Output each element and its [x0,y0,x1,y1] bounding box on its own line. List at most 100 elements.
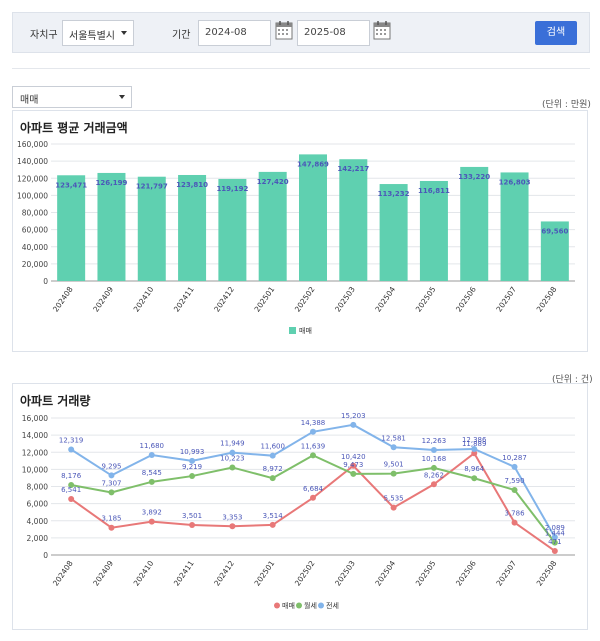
divider [12,68,590,69]
region-select[interactable]: 서울특별시 [62,20,134,46]
filter-bar: 자치구 서울특별시 기간 2024-08 2025-08 검색 [12,12,590,53]
data-point [148,478,155,485]
data-label: 126,803 [499,178,531,186]
data-label: 11,949 [220,440,245,448]
x-tick-label: 202501 [253,285,277,314]
data-point [350,462,357,469]
y-tick-label: 16,000 [22,414,48,423]
x-tick-label: 202408 [51,559,75,588]
transaction-type-select[interactable]: 매매 [12,86,132,108]
legend-swatch [289,327,296,334]
chevron-down-icon [119,95,125,99]
chevron-down-icon [121,31,127,35]
data-point [511,463,518,470]
x-tick-label: 202507 [494,285,518,314]
data-label: 119,192 [216,185,248,193]
y-tick-label: 8,000 [27,483,49,492]
region-label: 자치구 [30,30,58,41]
bar [419,180,448,281]
data-label: 3,353 [222,513,242,521]
bar [540,221,569,281]
start-date-input[interactable]: 2024-08 [198,20,271,46]
data-label: 1,444 [545,530,566,538]
calendar-icon[interactable] [275,20,293,40]
x-tick-label: 202412 [212,285,236,314]
data-label: 9,473 [343,461,363,469]
line-chart-title: 아파트 거래량 [20,394,91,408]
x-tick-label: 202410 [132,285,156,314]
x-tick-label: 202505 [414,285,438,314]
data-label: 127,420 [257,178,289,186]
x-tick-label: 202503 [333,559,357,588]
data-label: 123,471 [55,181,87,189]
data-label: 3,501 [182,512,202,520]
data-label: 14,388 [301,419,326,427]
bar [299,154,327,281]
data-point [189,522,196,529]
data-label: 471 [548,538,561,546]
y-tick-label: 6,000 [27,500,49,509]
y-tick-label: 4,000 [27,517,49,526]
y-tick-label: 160,000 [17,140,48,149]
data-point [551,547,558,554]
legend-marker [296,602,302,609]
data-point [148,451,155,458]
data-label: 12,263 [422,437,447,445]
data-point [269,521,276,528]
data-point [551,534,558,541]
data-label: 3,185 [101,515,121,523]
bar [218,178,247,281]
legend-marker [318,602,324,609]
y-tick-label: 40,000 [22,243,48,252]
data-label: 9,501 [384,461,404,469]
data-point [390,504,397,511]
data-point [471,450,478,457]
data-point [511,487,518,494]
data-point [511,519,518,526]
data-label: 121,797 [136,183,168,191]
legend-label: 매매 [299,327,312,335]
data-label: 142,217 [337,165,369,173]
x-tick-label: 202408 [51,285,75,314]
y-tick-label: 60,000 [22,226,48,235]
data-label: 8,964 [464,465,485,473]
data-label: 8,262 [424,471,444,479]
data-label: 5,535 [384,495,404,503]
calendar-icon[interactable] [373,20,391,40]
bar [379,184,408,281]
data-label: 7,307 [101,479,121,487]
y-tick-label: 0 [43,551,48,560]
data-point [430,464,437,471]
data-label: 10,993 [180,448,205,456]
data-label: 2,089 [545,524,565,532]
y-tick-label: 120,000 [17,174,48,183]
line-chart: 0 2,000 4,000 6,000 8,000 10,000 12,000 14,000 1… [22,412,575,610]
data-label: 116,811 [418,187,450,195]
data-label: 11,600 [260,443,285,451]
search-button[interactable]: 검색 [535,21,577,45]
x-tick-label: 202409 [91,559,115,588]
data-label: 15,203 [341,412,366,420]
data-label: 9,219 [182,463,202,471]
end-date-input[interactable]: 2025-08 [297,20,370,46]
y-tick-label: 140,000 [17,157,48,166]
data-label: 147,869 [297,160,329,168]
data-point [108,524,115,531]
transaction-type-value: 매매 [20,95,39,106]
x-tick-label: 202412 [212,559,236,588]
data-point [390,470,397,477]
bar [57,175,86,281]
legend-label: 전세 [326,601,339,610]
data-label: 8,972 [263,465,283,473]
y-tick-label: 10,000 [22,465,48,474]
line-chart-panel: 아파트 거래량 0 2,000 4,000 6,000 8,000 10,000 12,00… [12,383,588,630]
data-point [229,449,236,456]
x-tick-label: 202409 [91,285,115,314]
bar-chart-title: 아파트 평균 거래금액 [20,121,128,135]
y-tick-label: 100,000 [17,191,48,200]
x-tick-label: 202411 [172,285,196,314]
data-point [310,494,316,501]
data-point [269,475,276,482]
y-tick-label: 12,000 [22,448,48,457]
legend-marker [274,602,280,609]
